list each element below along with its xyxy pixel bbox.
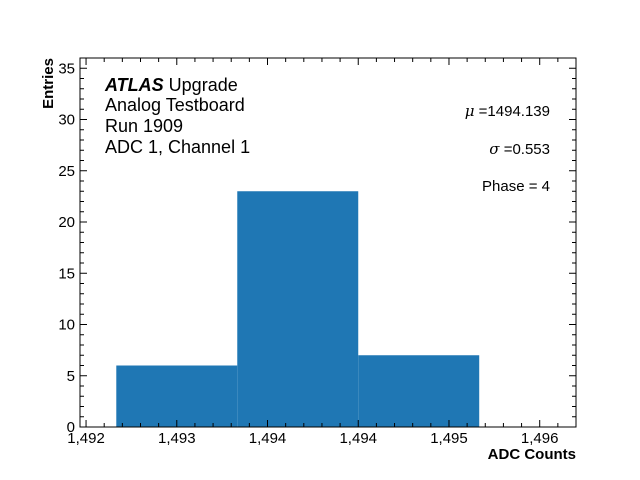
x-tick-labels: 1,492 1,493 1,494 1,494 1,495 1,496 [67,430,558,447]
x-tick-label: 1,495 [430,430,468,447]
y-tick-label: 10 [58,317,75,334]
sigma-value: =0.553 [500,141,550,158]
testboard-label: Analog Testboard [105,95,245,115]
y-tick-label: 20 [58,214,75,231]
y-tick-label: 35 [58,60,75,77]
y-tick-label: 0 [67,419,75,436]
run-label: Run 1909 [105,116,183,136]
phase-label: Phase = 4 [482,178,550,195]
x-tick-label: 1,494 [339,430,377,447]
channel-label: ADC 1, Channel 1 [105,137,250,157]
mean-value: =1494.139 [475,103,551,120]
atlas-upgrade-text: Upgrade [164,75,238,95]
x-tick-label: 1,493 [158,430,196,447]
histogram-bar [358,355,480,427]
y-tick-labels: 0 5 10 15 20 25 30 35 [58,60,75,436]
y-tick-label: 30 [58,112,75,129]
histogram-bar [237,191,359,427]
atlas-bold-text: ATLAS [104,75,164,95]
mu-symbol: μ [465,102,475,120]
y-axis-label: Entries [40,58,57,109]
histogram-bar [116,365,238,427]
x-tick-label: 1,496 [521,430,559,447]
sigma-symbol: σ [489,140,500,158]
sigma-stat: σ =0.553 [489,140,550,158]
atlas-label: ATLAS Upgrade [104,75,238,95]
x-tick-label: 1,494 [249,430,287,447]
axis-ticks [80,57,576,428]
y-tick-label: 5 [67,368,75,385]
x-axis-label: ADC Counts [488,446,576,463]
x-tick-label: 1,492 [67,430,105,447]
histogram-bars [116,191,480,427]
y-tick-label: 15 [58,265,75,282]
mean-stat: μ =1494.139 [465,102,550,120]
y-tick-label: 25 [58,163,75,180]
